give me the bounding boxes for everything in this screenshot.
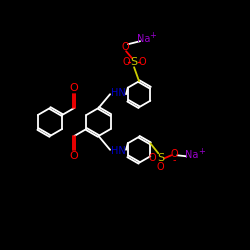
Text: O: O [122,57,130,67]
Text: -: - [172,155,176,165]
Text: Na: Na [138,34,151,44]
Text: HN: HN [111,146,126,156]
Text: +: + [150,31,156,40]
Text: S: S [157,153,164,163]
Text: Na: Na [185,150,198,160]
Text: O: O [138,57,146,67]
Text: HN: HN [111,88,126,98]
Text: O: O [170,149,178,159]
Text: O: O [156,162,164,172]
Text: O: O [70,151,78,161]
Text: +: + [198,147,205,156]
Text: O: O [70,83,78,93]
Text: S: S [130,57,138,67]
Text: O: O [148,153,156,163]
Text: O: O [121,42,129,52]
